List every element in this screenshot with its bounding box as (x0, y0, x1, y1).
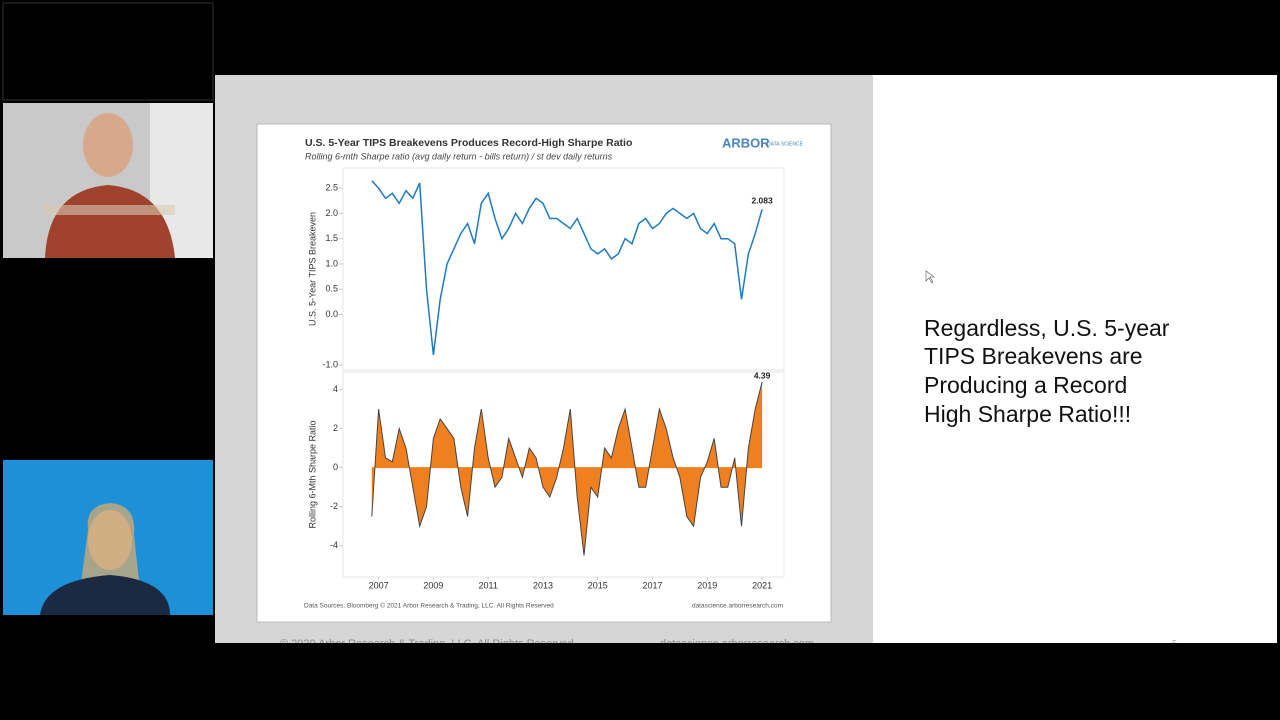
y-tick-label: 1.0 (325, 258, 338, 268)
x-tick-label: 2017 (643, 580, 663, 590)
y-tick-label: 2.5 (325, 183, 338, 193)
message-line: TIPS Breakevens are (924, 343, 1143, 369)
plot-frame (342, 371, 785, 578)
y-tick-label: -2 (330, 501, 338, 511)
y-tick-label: 0.5 (325, 284, 338, 294)
jacket (40, 575, 170, 615)
chart-title: U.S. 5-Year TIPS Breakevens Produces Rec… (305, 137, 632, 149)
y-axis-label: Rolling 6-Mth Sharpe Ratio (307, 420, 317, 528)
head (83, 113, 133, 177)
letterbox (215, 643, 1280, 720)
message-line: Regardless, U.S. 5-year (924, 315, 1170, 341)
sweater-pattern (45, 205, 175, 215)
x-tick-label: 2013 (533, 580, 553, 590)
logo: ARBOR (722, 135, 770, 150)
cursor (925, 270, 935, 284)
tile-empty (2, 2, 214, 101)
y-tick-label: 2.0 (325, 208, 338, 218)
slide-right (873, 75, 1277, 643)
y-tick-label: 4 (333, 384, 338, 394)
data-label: 2.083 (751, 196, 773, 206)
message-line: Producing a Record (924, 372, 1127, 398)
x-tick-label: 2011 (478, 580, 497, 590)
y-tick-label: 0 (333, 462, 338, 472)
message-line: High Sharpe Ratio!!! (924, 401, 1131, 427)
y-axis-label: U.S. 5-Year TIPS Breakeven (307, 212, 317, 326)
y-tick-label: 1.5 (325, 233, 338, 243)
sweater (45, 185, 175, 258)
area (371, 382, 763, 556)
logo-sub: DATA SCIENCE (767, 141, 804, 147)
x-tick-label: 2009 (423, 580, 443, 590)
line (371, 381, 763, 556)
chart-subtitle: Rolling 6-mth Sharpe ratio (avg daily re… (305, 151, 613, 161)
plot-frame (342, 167, 785, 371)
x-tick-label: 2021 (752, 580, 772, 590)
x-tick-label: 2007 (369, 580, 389, 590)
data-label: 4.39 (754, 370, 771, 380)
x-tick-label: 2019 (697, 580, 717, 590)
chart-url: datascience.arborresearch.com (692, 603, 783, 610)
y-tick-label: 0.0 (325, 309, 338, 319)
y-tick-label: -4 (330, 540, 338, 550)
y-tick-label: 2 (333, 423, 338, 433)
line (371, 180, 763, 355)
source: Data Sources: Bloomberg © 2021 Arbor Res… (304, 602, 554, 610)
x-tick-label: 2015 (588, 580, 608, 590)
hair (80, 503, 140, 590)
y-tick-label: -1.0 (322, 359, 338, 369)
